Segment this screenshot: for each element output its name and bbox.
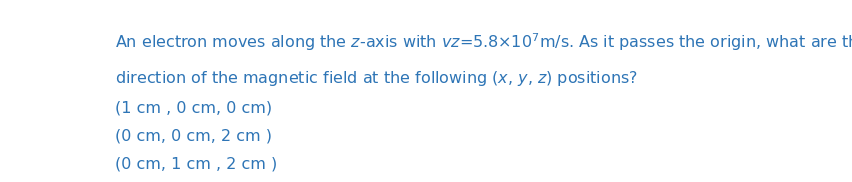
Text: direction of the magnetic field at the following ($x$, $y$, $z$) positions?: direction of the magnetic field at the f… bbox=[114, 70, 636, 88]
Text: (1 cm , 0 cm, 0 cm): (1 cm , 0 cm, 0 cm) bbox=[114, 100, 272, 115]
Text: (0 cm, 1 cm , 2 cm ): (0 cm, 1 cm , 2 cm ) bbox=[114, 156, 277, 171]
Text: (0 cm, 0 cm, 2 cm ): (0 cm, 0 cm, 2 cm ) bbox=[114, 128, 271, 143]
Text: An electron moves along the $z$-axis with $\it{vz}$=5.8×10$^7$m/s. As it passes : An electron moves along the $z$-axis wit… bbox=[114, 32, 852, 53]
